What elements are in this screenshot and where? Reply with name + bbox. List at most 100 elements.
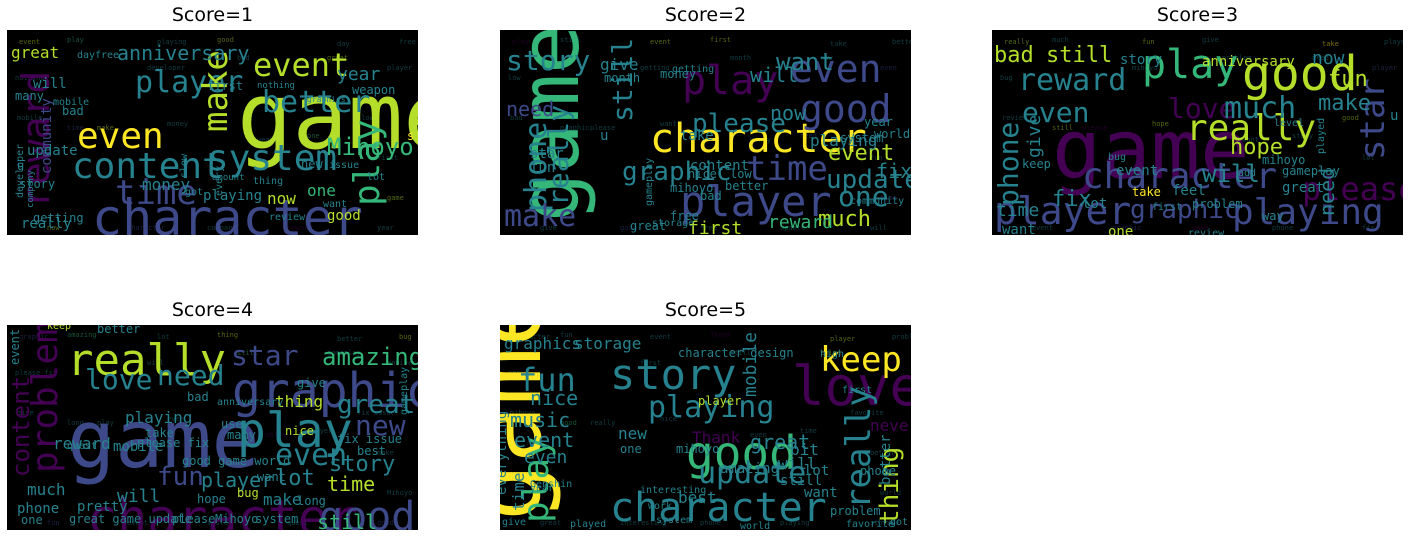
filler-word: event <box>650 333 671 341</box>
cloud-word: amazing <box>720 461 779 477</box>
cloud-word: much <box>27 480 66 499</box>
cloud-word: money <box>142 175 191 194</box>
filler-word: first <box>710 36 731 44</box>
cloud-word: fix issue <box>337 432 402 446</box>
cloud-word: fun <box>1328 67 1368 92</box>
filler-word: please <box>1082 124 1107 132</box>
filler-word: playing <box>780 519 810 527</box>
cloud-word: event <box>253 46 349 84</box>
cloud-word: reward <box>14 71 58 208</box>
cloud-word: system <box>840 131 883 145</box>
cloud-word: nothing <box>257 81 295 91</box>
cloud-word: anniversary <box>217 397 283 408</box>
wordcloud-panel-score-3: Score=3 reallymuchfungivetakeplayedbugpl… <box>992 2 1403 236</box>
cloud-word: level <box>1274 118 1304 129</box>
cloud-word: best <box>678 488 717 507</box>
cloud-word: even <box>524 447 567 468</box>
filler-word: fun <box>870 154 883 162</box>
cloud-word: will <box>750 63 798 87</box>
cloud-word: Mihoyo <box>215 512 258 526</box>
filler-word: love <box>880 359 897 367</box>
filler-word: play <box>512 38 529 46</box>
cloud-word: first <box>207 79 243 93</box>
cloud-word: developer <box>15 144 26 198</box>
filler-word: give <box>540 224 557 232</box>
cloud-word: nice <box>688 167 717 181</box>
cloud-word: first <box>688 218 742 235</box>
filler-word: graphic <box>1112 224 1142 232</box>
filler-word: fun <box>47 519 60 527</box>
filler-word: mobile <box>17 114 42 122</box>
panel-title: Score=4 <box>171 299 254 321</box>
cloud-word: make <box>196 50 236 132</box>
cloud-word: good <box>319 494 415 530</box>
wordcloud-panel-score-5: Score=5 character fun event Thank player prob… <box>500 297 911 531</box>
cloud-word: event <box>828 141 894 166</box>
filler-word: good <box>560 419 577 427</box>
cloud-word: graphics <box>307 95 346 104</box>
cloud-word: everything <box>500 411 510 495</box>
cloud-word: playing <box>125 408 192 427</box>
filler-word: time <box>800 427 817 435</box>
cloud-word: system <box>255 512 298 526</box>
cloud-word: phone <box>860 464 896 478</box>
cloud-word: give <box>502 517 526 528</box>
cloud-word: slow <box>179 153 190 178</box>
filler-word: play <box>97 419 114 427</box>
cloud-word: free <box>95 50 119 61</box>
cloud-word: phone <box>992 122 1025 206</box>
cloud-word: month <box>604 71 640 85</box>
cloud-word: time <box>746 149 828 189</box>
cloud-word: mobile <box>113 439 164 455</box>
filler-word: nothing <box>15 74 45 82</box>
cloud-word: community <box>39 98 55 174</box>
wordcloud-canvas: playstilleventfirsttakebetterlowevenplea… <box>500 30 911 235</box>
filler-word: money <box>750 136 771 144</box>
cloud-word: issue <box>329 160 359 171</box>
filler-word: phone <box>700 519 721 527</box>
cloud-word: way <box>1262 209 1284 223</box>
filler-word: even <box>167 415 184 423</box>
cloud-word: good <box>1242 46 1358 102</box>
cloud-word: event <box>514 428 574 452</box>
cloud-word: love <box>85 363 152 396</box>
cloud-word: lot <box>1082 196 1107 212</box>
cloud-word: take <box>680 128 714 144</box>
cloud-word: want <box>323 199 347 210</box>
cloud-word: problem <box>1192 197 1243 211</box>
cloud-word: story <box>19 177 55 191</box>
cloud-word: review <box>1188 228 1225 235</box>
filler-word: weapon <box>257 136 282 144</box>
cloud-word: interesting <box>640 485 706 496</box>
filler-word: player <box>1372 64 1397 72</box>
cloud-word: star <box>1353 78 1393 160</box>
filler-word: will <box>870 224 887 232</box>
cloud-word: company <box>26 169 36 208</box>
filler-word: give <box>1202 36 1219 44</box>
cloud-word: character <box>92 189 363 235</box>
cloud-word: gameplay <box>644 158 655 206</box>
cloud-word: character <box>650 116 867 162</box>
cloud-word: will <box>778 454 817 473</box>
filler-word: phone <box>1272 224 1293 232</box>
cloud-word: still <box>1046 43 1112 68</box>
cloud-word: good <box>800 87 892 131</box>
cloud-word: fun <box>157 462 204 492</box>
cloud-word: review <box>269 212 306 223</box>
cloud-word: update <box>698 456 806 491</box>
cloud-word: play <box>682 58 778 104</box>
panel-title: Score=2 <box>664 4 747 26</box>
filler-word: one <box>307 132 320 140</box>
filler-word: Thank <box>710 331 732 339</box>
filler-word: company <box>207 224 237 232</box>
cloud-word: graphics <box>504 334 581 353</box>
cloud-word: Genshin <box>530 479 572 490</box>
filler-word: still <box>1052 124 1073 132</box>
cloud-word: feel <box>1172 183 1206 199</box>
cloud-word: problem <box>830 504 881 518</box>
filler-word: please <box>590 124 615 132</box>
cloud-word: playing <box>1232 192 1384 233</box>
cloud-word: game <box>67 393 260 486</box>
filler-word: reward <box>287 224 312 232</box>
cloud-word: year <box>337 64 381 85</box>
